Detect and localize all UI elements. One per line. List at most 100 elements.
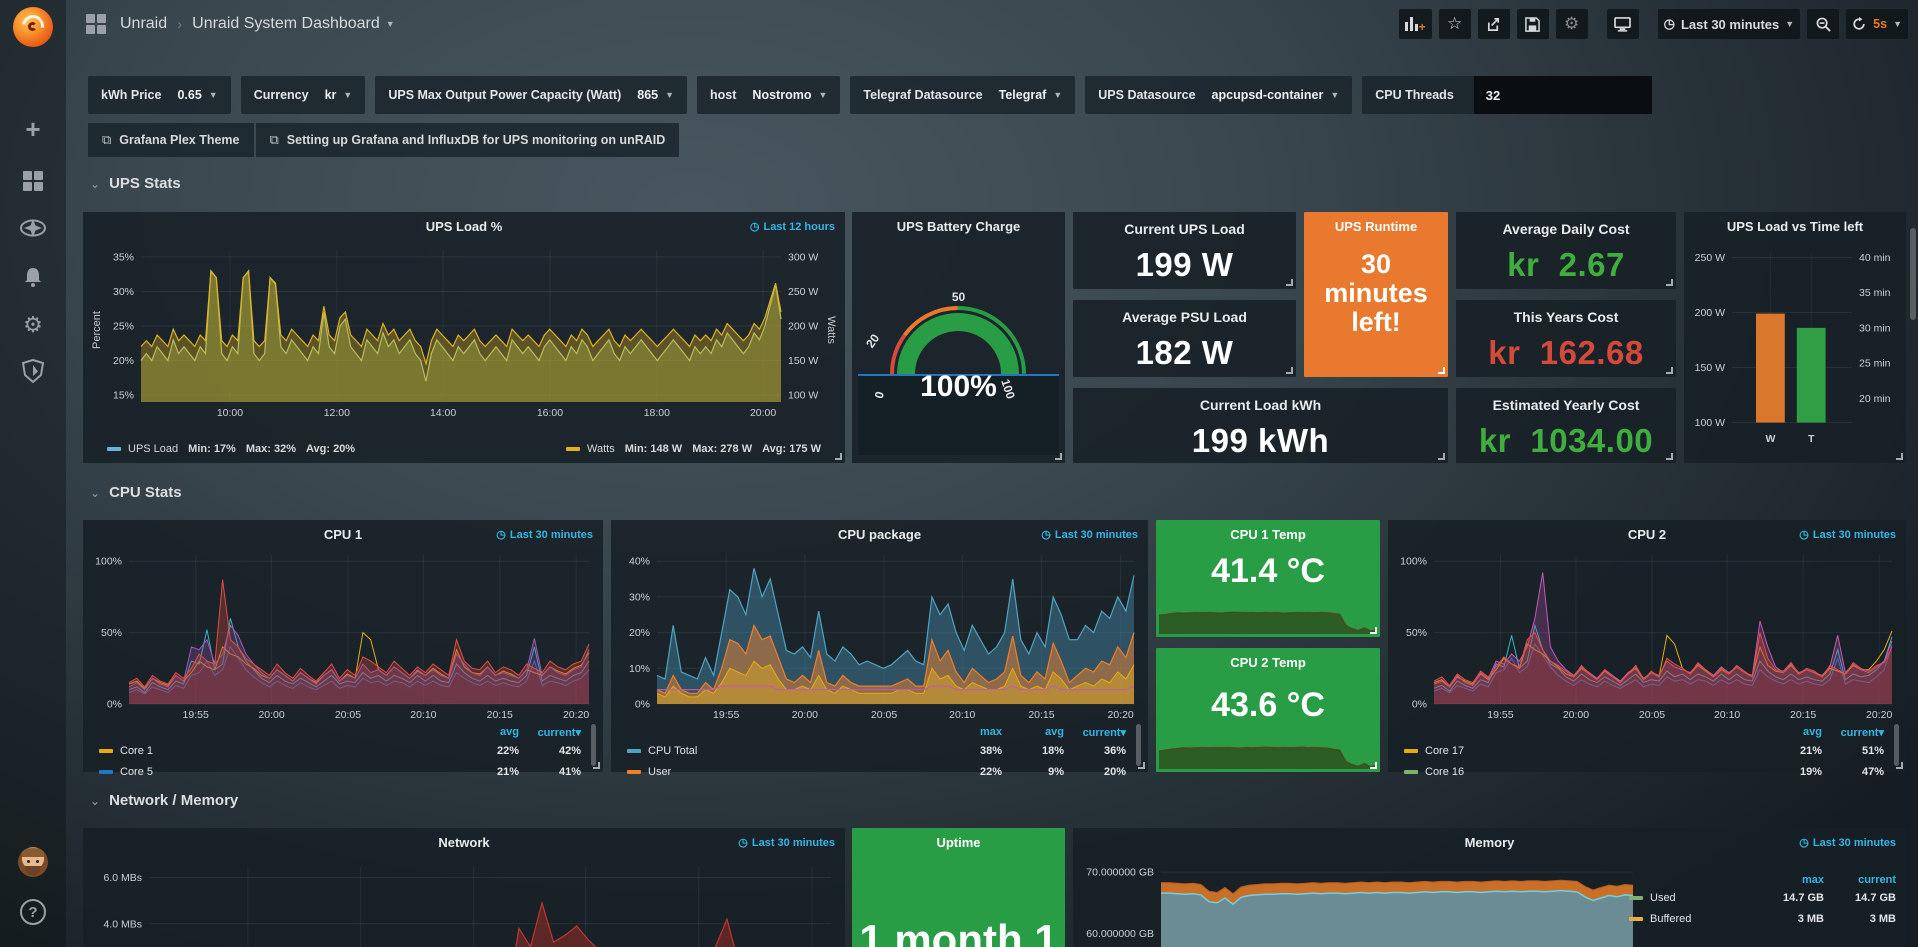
stat-title[interactable]: Average Daily Cost [1502, 221, 1630, 237]
variable-ups-max-output[interactable]: UPS Max Output Power Capacity (Watt) 865 ▼ [375, 76, 688, 114]
variable-currency[interactable]: Currency kr ▼ [240, 76, 366, 114]
panel-resize-handle[interactable] [1666, 367, 1673, 374]
add-panel-button[interactable]: + [1398, 9, 1432, 39]
panel-title[interactable]: UPS Battery Charge [896, 219, 1021, 234]
panel-title[interactable]: CPU package [837, 527, 922, 542]
panel-resize-handle[interactable] [1438, 453, 1445, 460]
panel-resize-handle[interactable] [1896, 762, 1903, 769]
explore-compass-icon[interactable] [0, 211, 66, 245]
panel-title[interactable]: Network [438, 835, 490, 850]
panel-resize-handle[interactable] [1896, 453, 1903, 460]
legend-col-avg[interactable]: avg [500, 726, 519, 738]
refresh-button[interactable]: 5s ▼ [1846, 9, 1908, 39]
zoom-out-time-button[interactable] [1807, 9, 1840, 39]
cpu-package-graph[interactable]: 19:55 20:00 20:05 20:10 20:15 20:20 0% 10% 20% 30… [617, 550, 1142, 722]
refresh-interval-label[interactable]: 5s [1873, 17, 1888, 31]
link-ups-monitoring-guide[interactable]: ⧉ Setting up Grafana and InfluxDB for UPS… [255, 123, 680, 157]
variable-kwh-price[interactable]: kWh Price 0.65 ▼ [88, 76, 231, 114]
legend-col-avg[interactable]: avg [1803, 726, 1822, 738]
section-network-memory[interactable]: ⌄ Network / Memory [90, 792, 239, 809]
ups-load-graph[interactable]: 10:00 12:00 14:00 16:00 18:00 20:00 15% 20% 25% 3… [89, 244, 839, 422]
panel-title[interactable]: CPU 1 [323, 527, 363, 542]
panel-time-override[interactable]: ◷ Last 30 minutes [738, 837, 835, 849]
alerting-bell-icon[interactable] [0, 260, 66, 294]
legend-scrollbar[interactable] [1136, 724, 1141, 766]
panel-time-override[interactable]: ◷ Last 12 hours [749, 221, 835, 233]
panel-time-override[interactable]: ◷ Last 30 minutes [1799, 529, 1896, 541]
panel-resize-handle[interactable] [1055, 453, 1062, 460]
panel-resize-handle[interactable] [1286, 367, 1293, 374]
stat-title[interactable]: Current Load kWh [1199, 397, 1322, 413]
ups-bars-chart[interactable]: 100 W 150 W 200 W 250 W 20 min 25 min 30 min 35… [1690, 246, 1900, 446]
panel-resize-handle[interactable] [1666, 279, 1673, 286]
variable-telegraf-datasource[interactable]: Telegraf Datasource Telegraf ▼ [850, 76, 1076, 114]
panel-resize-handle[interactable] [1666, 453, 1673, 460]
stat-title[interactable]: Current UPS Load [1124, 221, 1245, 237]
cpu-threads-input[interactable] [1473, 76, 1652, 114]
section-ups-stats[interactable]: ⌄ UPS Stats [90, 175, 181, 192]
legend-scrollbar[interactable] [1894, 724, 1899, 766]
legend-col-current[interactable]: current [1858, 874, 1896, 886]
panel-title[interactable]: UPS Load % [425, 219, 503, 234]
legend-scrollbar[interactable] [591, 724, 596, 766]
legend-series-name[interactable]: Watts [587, 443, 615, 455]
legend-col-avg[interactable]: avg [1045, 726, 1064, 738]
panel-resize-handle[interactable] [1286, 279, 1293, 286]
share-dashboard-button[interactable] [1477, 9, 1510, 39]
panel-resize-handle[interactable] [1438, 367, 1445, 374]
legend-col-max[interactable]: max [1801, 874, 1824, 886]
section-cpu-stats[interactable]: ⌄ CPU Stats [90, 484, 182, 501]
panel-resize-handle[interactable] [1138, 762, 1145, 769]
apps-grid-icon[interactable] [86, 14, 106, 34]
panel-time-override[interactable]: ◷ Last 30 minutes [1041, 529, 1138, 541]
cpu2-graph[interactable]: 19:55 20:00 20:05 20:10 20:15 20:20 0% 50% 100% [1394, 550, 1900, 722]
panel-resize-handle[interactable] [1370, 627, 1377, 634]
cpu1-graph[interactable]: 19:55 20:00 20:05 20:10 20:15 20:20 0% 50% 100% [89, 550, 597, 722]
create-plus-icon[interactable]: + [25, 113, 41, 144]
breadcrumb-app[interactable]: Unraid [120, 15, 168, 32]
stat-title[interactable]: Average PSU Load [1122, 309, 1247, 325]
variable-host[interactable]: host Nostromo ▼ [697, 76, 841, 114]
panel-time-override[interactable]: ◷ Last 30 minutes [1799, 837, 1896, 849]
page-scrollbar[interactable] [1910, 228, 1916, 320]
breadcrumb-page[interactable]: Unraid System Dashboard [192, 15, 380, 32]
stat-title[interactable]: CPU 1 Temp [1230, 527, 1306, 542]
variable-ups-datasource[interactable]: UPS Datasource apcupsd-container ▼ [1085, 76, 1353, 114]
legend-row: Core 5 21% 41% [99, 766, 581, 778]
panel-title[interactable]: Memory [1464, 835, 1515, 850]
legend-col-current[interactable]: current▾ [1082, 727, 1126, 739]
stat-title[interactable]: CPU 2 Temp [1230, 655, 1306, 670]
panel-cpu2: CPU 2 ◷ Last 30 minutes 19:55 20:00 20:05 20… [1388, 520, 1906, 778]
legend-col-current[interactable]: current▾ [537, 727, 581, 739]
link-grafana-plex-theme[interactable]: ⧉ Grafana Plex Theme [88, 123, 254, 157]
legend-col-max[interactable]: max [979, 726, 1002, 738]
user-avatar[interactable] [0, 845, 66, 879]
stat-title[interactable]: UPS Runtime [1334, 219, 1418, 234]
stat-title[interactable]: Uptime [936, 835, 981, 850]
panel-title[interactable]: UPS Load vs Time left [1726, 219, 1864, 234]
server-admin-shield-icon[interactable] [0, 354, 66, 388]
breadcrumb-caret-icon[interactable]: ▼ [385, 19, 395, 29]
panel-time-override[interactable]: ◷ Last 30 minutes [496, 529, 593, 541]
grafana-logo-icon[interactable] [13, 7, 53, 47]
save-dashboard-button[interactable] [1516, 9, 1549, 39]
star-dashboard-button[interactable]: ☆ [1438, 9, 1471, 39]
time-range-picker[interactable]: ◷ Last 30 minutes ▼ [1657, 9, 1801, 39]
configuration-gear-icon[interactable]: ⚙ [23, 312, 43, 337]
legend-series-name[interactable]: UPS Load [128, 443, 179, 455]
cycle-view-mode-button[interactable] [1606, 9, 1639, 39]
dashboard-settings-button[interactable]: ⚙ [1555, 9, 1588, 39]
legend-col-current[interactable]: current▾ [1840, 727, 1884, 739]
panel-resize-handle[interactable] [593, 762, 600, 769]
panel-title[interactable]: CPU 2 [1627, 527, 1667, 542]
panel-resize-handle[interactable] [1370, 762, 1377, 769]
dashboards-icon[interactable] [0, 164, 66, 198]
battery-gauge[interactable] [878, 298, 1038, 376]
help-icon[interactable]: ? [0, 895, 66, 929]
panel-resize-handle[interactable] [835, 453, 842, 460]
stat-title[interactable]: Estimated Yearly Cost [1492, 397, 1640, 413]
stat-title[interactable]: This Years Cost [1513, 309, 1619, 325]
